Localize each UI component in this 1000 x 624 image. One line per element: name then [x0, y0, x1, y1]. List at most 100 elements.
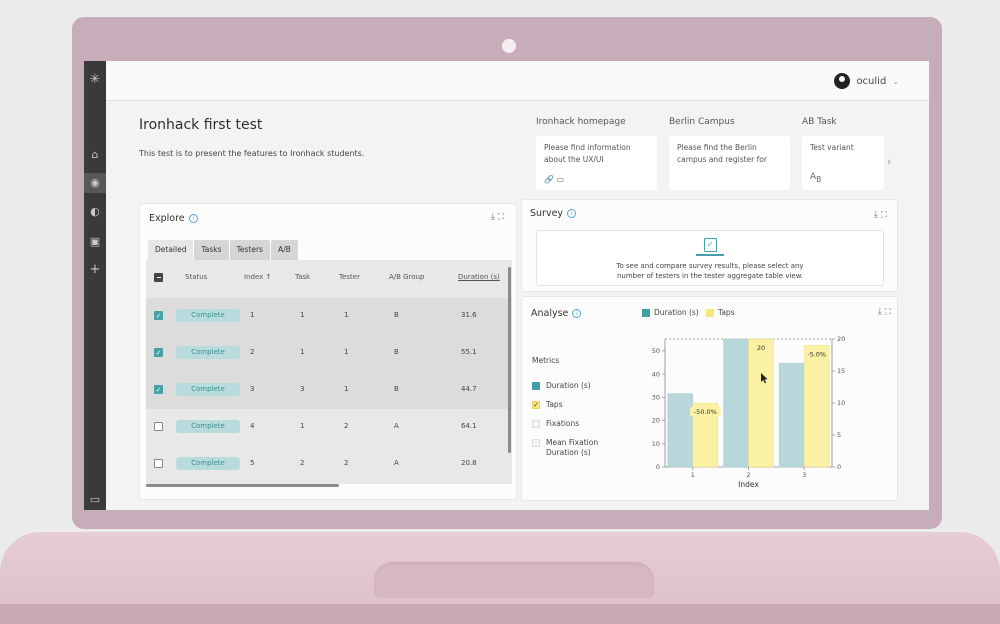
task-card[interactable]: Test variant AB [802, 136, 884, 190]
table-row[interactable]: Complete 5 2 2 A 20.8 [146, 446, 512, 483]
column-header[interactable]: Index ↑ [244, 273, 272, 281]
cell-duration: 55.1 [461, 348, 477, 356]
user-menu[interactable]: oculid ⌄ [834, 73, 899, 89]
task-title: Berlin Campus [669, 117, 735, 127]
sidebar: ✳ ⌂ ◉ ◐ ▣ + ▭ [84, 61, 106, 510]
user-name: oculid [856, 75, 887, 87]
horizontal-scrollbar[interactable] [146, 484, 339, 487]
chevron-right-icon[interactable]: › [887, 155, 892, 168]
metric-fixations[interactable]: Fixations [532, 419, 579, 429]
status-badge: Complete [176, 346, 240, 359]
bar-annotation: -50.0% [694, 408, 717, 416]
cell-index: 3 [250, 385, 255, 393]
left-tick-label: 30 [652, 394, 660, 402]
metric-taps[interactable]: ✓ Taps [532, 400, 563, 409]
home-icon[interactable]: ⌂ [91, 148, 99, 161]
right-tick-label: 0 [837, 463, 841, 471]
cell-tester: 1 [344, 348, 349, 356]
taps-bar [803, 345, 830, 468]
column-header[interactable]: Duration (s) [458, 273, 500, 281]
add-icon[interactable]: + [89, 262, 101, 277]
status-badge: Complete [176, 383, 240, 396]
right-tick-label: 5 [837, 431, 841, 439]
row-checkbox[interactable]: ✓ [154, 311, 163, 320]
status-badge: Complete [176, 457, 240, 470]
metric-duration[interactable]: Duration (s) [532, 381, 591, 391]
explore-panel: Explore i ⤓ ⛶ Detailed Tasks Testers A/B … [139, 203, 517, 500]
app-screen: ✳ ⌂ ◉ ◐ ▣ + ▭ oculid ⌄ Ironhack first te… [84, 61, 929, 510]
task-text: Please find information about the UX/UI [544, 143, 631, 164]
cell-task: 3 [300, 385, 305, 393]
task-card[interactable]: Please find the Berlin campus and regist… [669, 136, 790, 190]
cell-duration: 44.7 [461, 385, 477, 393]
column-header[interactable]: Status [185, 273, 208, 281]
select-all-checkbox[interactable] [154, 273, 163, 282]
tab-ab[interactable]: A/B [270, 240, 298, 260]
cell-tester: 1 [344, 385, 349, 393]
download-icon[interactable]: ⤓ ⛶ [873, 210, 887, 220]
left-tick-label: 50 [652, 347, 660, 355]
task-text: Test variant [810, 143, 854, 152]
cell-task: 2 [300, 459, 305, 467]
laptop-base-edge [0, 604, 1000, 624]
vertical-scrollbar[interactable] [508, 267, 511, 453]
bar-annotation: 20 [757, 344, 765, 352]
tab-testers[interactable]: Testers [229, 240, 270, 260]
legend-taps: Taps [706, 308, 735, 317]
cell-index: 4 [250, 422, 255, 430]
eye-tracking-icon[interactable]: ◉ [84, 173, 106, 193]
avatar [834, 73, 851, 89]
video-icon[interactable]: ▣ [89, 235, 101, 248]
page-description: This test is to present the features to … [139, 149, 365, 158]
cell-group: B [394, 348, 399, 356]
duration-bar [667, 393, 694, 468]
download-icon[interactable]: ⤓ ⛶ [490, 212, 504, 222]
row-checkbox[interactable] [154, 459, 163, 468]
metric-checkbox: ✓ [532, 401, 540, 409]
duration-bar [778, 362, 805, 468]
heatmap-icon[interactable]: ◐ [90, 205, 100, 218]
explore-title: Explore i [149, 213, 198, 224]
metrics-label: Metrics [532, 356, 560, 365]
analyse-panel: Analyse i Duration (s) Taps ⤓ ⛶ Metrics D… [521, 296, 898, 501]
column-header[interactable]: Tester [339, 273, 360, 281]
download-icon[interactable]: ⤓ ⛶ [877, 307, 891, 317]
ab-icon: AB [810, 172, 822, 184]
row-checkbox[interactable]: ✓ [154, 385, 163, 394]
cell-task: 1 [300, 422, 305, 430]
info-icon: i [567, 209, 577, 218]
x-tick-label: 3 [802, 471, 806, 479]
trackpad [374, 562, 654, 598]
feedback-icon[interactable]: ▭ [89, 493, 101, 506]
tab-detailed[interactable]: Detailed [148, 240, 194, 260]
table-row[interactable]: ✓ Complete 1 1 1 B 31.6 [146, 298, 512, 335]
column-header[interactable]: A/B Group [389, 273, 425, 281]
task-card[interactable]: Please find information about the UX/UI … [536, 136, 657, 190]
clipboard-icon: ✓ [703, 238, 717, 252]
task-title: Ironhack homepage [536, 117, 626, 127]
taps-bar [748, 338, 774, 468]
camera-dot [502, 39, 516, 53]
duration-bar [723, 338, 749, 468]
right-tick-label: 15 [837, 367, 845, 375]
chevron-down-icon: ⌄ [892, 76, 899, 86]
cell-index: 1 [250, 311, 255, 319]
legend-duration: Duration (s) [642, 308, 699, 317]
info-icon: i [188, 214, 198, 223]
cell-duration: 31.6 [461, 311, 477, 319]
cell-group: B [394, 385, 399, 393]
row-checkbox[interactable] [154, 422, 163, 431]
task-text: Please find the Berlin campus and regist… [677, 143, 767, 164]
row-checkbox[interactable]: ✓ [154, 348, 163, 357]
cell-task: 1 [300, 311, 305, 319]
metric-mean-fixation[interactable]: Mean Fixation Duration (s) [532, 438, 622, 458]
tab-tasks[interactable]: Tasks [194, 240, 229, 260]
legend-swatch [706, 308, 714, 317]
table-row[interactable]: Complete 4 1 2 A 64.1 [146, 409, 512, 446]
table-row[interactable]: ✓ Complete 2 1 1 B 55.1 [146, 335, 512, 372]
bar-annotation: -5.0% [807, 350, 826, 358]
right-tick-label: 20 [837, 335, 845, 343]
metric-checkbox [532, 382, 540, 390]
column-header[interactable]: Task [295, 273, 311, 281]
table-row[interactable]: ✓ Complete 3 3 1 B 44.7 [146, 372, 512, 409]
